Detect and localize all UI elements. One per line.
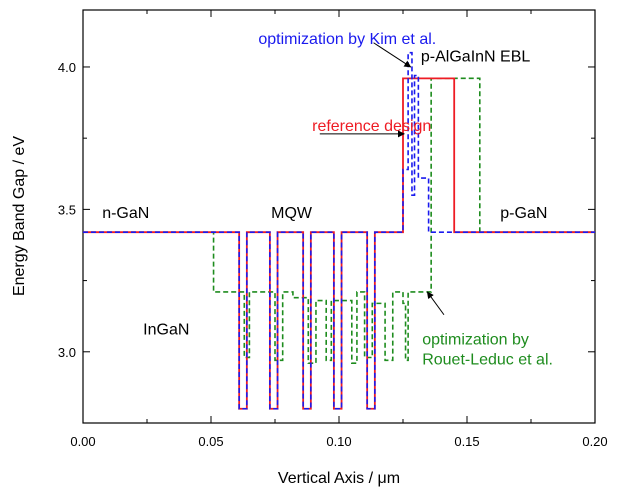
- series-line-1: [83, 51, 595, 410]
- x-tick-label: 0.10: [326, 434, 351, 449]
- annotation-arrow: [426, 291, 445, 316]
- annotation-arrow: [373, 42, 412, 68]
- x-axis-label: Vertical Axis / μm: [278, 470, 400, 487]
- x-tick-label: 0.15: [454, 434, 479, 449]
- x-tick-label: 0.20: [582, 434, 607, 449]
- annotation-label: optimization by Kim et al.: [258, 31, 436, 48]
- annotation-label: n-GaN: [102, 205, 149, 222]
- y-tick-label: 3.5: [58, 202, 76, 217]
- x-axis: 0.00 0.05 0.10 0.15 0.20: [70, 10, 608, 449]
- annotation-label: Rouet-Leduc et al.: [422, 352, 553, 369]
- x-tick-label: 0.05: [198, 434, 223, 449]
- y-axis-label: Energy Band Gap / eV: [11, 136, 28, 296]
- x-tick-label: 0.00: [70, 434, 95, 449]
- y-axis: 3.0 3.5 4.0: [58, 60, 595, 424]
- annotation-label: InGaN: [143, 322, 189, 339]
- annotation-label: p-GaN: [500, 205, 547, 222]
- annotation-label: MQW: [271, 205, 313, 222]
- annotations: optimization by Kim et al.p-AlGaInN EBL r…: [102, 31, 553, 368]
- annotation-label: reference design: [312, 118, 431, 135]
- annotation-label: p-AlGaInN EBL: [421, 48, 530, 65]
- annotation-label: optimization by: [422, 332, 529, 349]
- series-layer: [83, 51, 595, 410]
- y-tick-label: 3.0: [58, 345, 76, 360]
- series-line-2: [83, 77, 595, 364]
- y-tick-label: 4.0: [58, 60, 76, 75]
